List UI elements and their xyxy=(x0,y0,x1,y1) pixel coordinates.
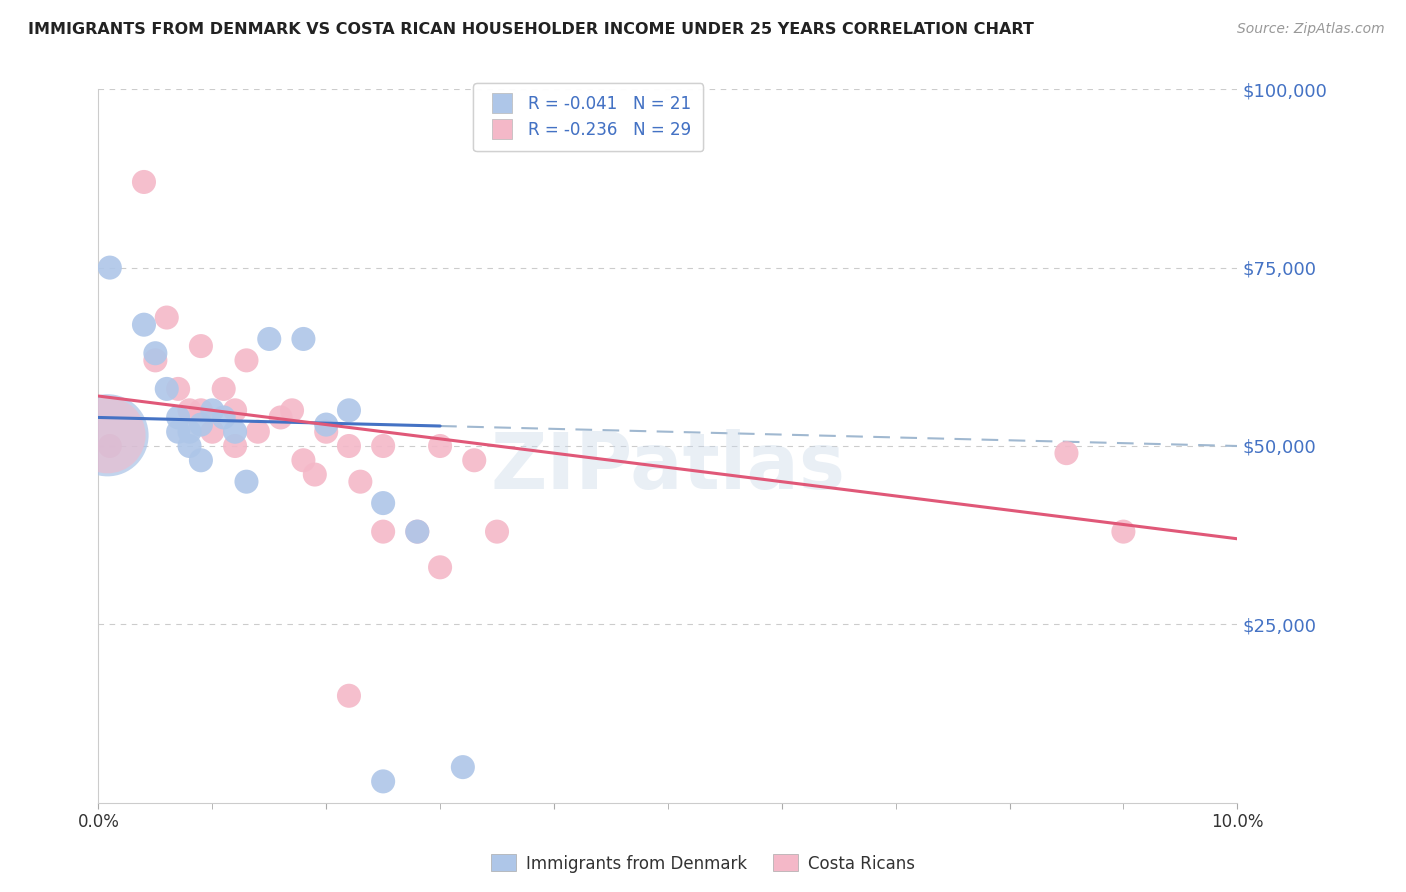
Point xyxy=(190,453,212,467)
Point xyxy=(145,346,167,360)
Point xyxy=(212,410,235,425)
Point xyxy=(292,332,315,346)
Point xyxy=(373,774,395,789)
Point xyxy=(179,403,201,417)
Point xyxy=(167,425,190,439)
Point xyxy=(463,453,485,467)
Point xyxy=(96,428,118,442)
Point xyxy=(373,524,395,539)
Point xyxy=(167,382,190,396)
Point xyxy=(337,439,360,453)
Point xyxy=(179,439,201,453)
Point xyxy=(98,439,121,453)
Point xyxy=(167,410,190,425)
Text: Source: ZipAtlas.com: Source: ZipAtlas.com xyxy=(1237,22,1385,37)
Point xyxy=(270,410,292,425)
Point xyxy=(246,425,269,439)
Point xyxy=(315,417,337,432)
Point xyxy=(201,425,224,439)
Point xyxy=(1112,524,1135,539)
Point xyxy=(373,439,395,453)
Point xyxy=(156,310,179,325)
Point xyxy=(406,524,429,539)
Point xyxy=(451,760,474,774)
Point xyxy=(224,425,246,439)
Text: ZIPatlas: ZIPatlas xyxy=(491,429,845,506)
Point xyxy=(145,353,167,368)
Point xyxy=(179,425,201,439)
Point xyxy=(349,475,371,489)
Point xyxy=(281,403,304,417)
Point xyxy=(224,439,246,453)
Legend: Immigrants from Denmark, Costa Ricans: Immigrants from Denmark, Costa Ricans xyxy=(485,847,921,880)
Point xyxy=(235,353,257,368)
Point xyxy=(315,425,337,439)
Point xyxy=(486,524,509,539)
Point xyxy=(224,403,246,417)
Point xyxy=(132,318,155,332)
Point xyxy=(259,332,281,346)
Point xyxy=(190,403,212,417)
Point xyxy=(337,403,360,417)
Point xyxy=(190,417,212,432)
Point xyxy=(190,339,212,353)
Point xyxy=(201,403,224,417)
Point xyxy=(96,428,118,442)
Point xyxy=(98,260,121,275)
Point xyxy=(132,175,155,189)
Point xyxy=(235,475,257,489)
Point xyxy=(373,496,395,510)
Point xyxy=(429,439,451,453)
Point xyxy=(304,467,326,482)
Legend: R = -0.041   N = 21, R = -0.236   N = 29: R = -0.041 N = 21, R = -0.236 N = 29 xyxy=(474,83,703,151)
Point xyxy=(292,453,315,467)
Point xyxy=(337,689,360,703)
Point xyxy=(212,382,235,396)
Text: IMMIGRANTS FROM DENMARK VS COSTA RICAN HOUSEHOLDER INCOME UNDER 25 YEARS CORRELA: IMMIGRANTS FROM DENMARK VS COSTA RICAN H… xyxy=(28,22,1033,37)
Point xyxy=(1056,446,1078,460)
Point xyxy=(156,382,179,396)
Point xyxy=(406,524,429,539)
Point xyxy=(429,560,451,574)
